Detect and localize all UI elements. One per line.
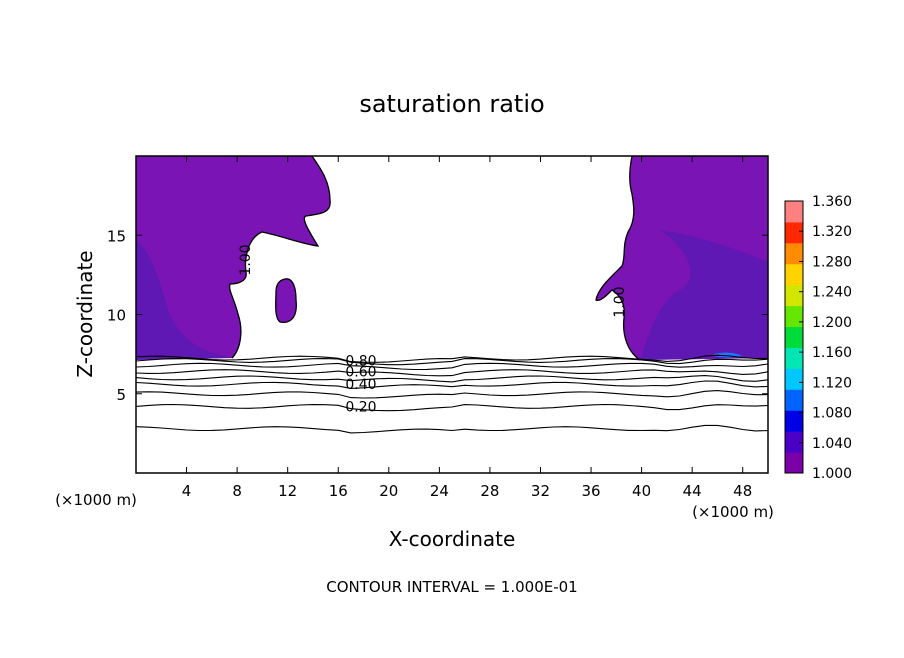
contour-line (136, 403, 768, 412)
y-axis-label: Z-coordinate (73, 250, 97, 377)
contour-line (136, 390, 768, 399)
x-tick-label: 32 (531, 482, 550, 500)
colorbar-segment (785, 305, 803, 328)
chart-title: saturation ratio (359, 90, 544, 118)
colorbar-tick-label: 1.160 (812, 345, 852, 361)
supersat-deep-right (640, 230, 768, 360)
colorbar-tick-label: 1.040 (812, 436, 852, 452)
contour-line (136, 354, 768, 363)
x-tick-label: 28 (480, 482, 499, 500)
contour-label: 0.80 (345, 353, 376, 369)
region-outlines (228, 156, 641, 361)
colorbar-segment (785, 347, 803, 369)
x-tick-label: 16 (329, 482, 348, 500)
colorbar-segment (785, 263, 803, 286)
x-axis-label: X-coordinate (389, 527, 516, 551)
colorbar-frame (784, 200, 804, 474)
x-tick-label: 4 (182, 482, 192, 500)
contour-line (136, 380, 768, 389)
colorbar-segment (785, 410, 803, 432)
x-tick-label: 24 (430, 482, 449, 500)
colorbar-segment (785, 452, 803, 474)
outline-right (595, 156, 641, 361)
outline-left (228, 156, 331, 359)
colorbar: 1.360 1.320 1.280 1.240 1.200 1.160 1.120 1.080… (784, 194, 852, 482)
colorbar-tick-label: 1.280 (812, 254, 852, 270)
supersat-region-left (136, 156, 331, 360)
contour-lines: 0.20 0.400.600.80 (136, 353, 768, 434)
contour-line (136, 375, 768, 383)
colorbar-tick-label: 1.240 (812, 285, 852, 301)
contour-label-1.00-left: 1.00 (238, 244, 254, 275)
colorbar-segment (785, 284, 803, 307)
outline-blob (275, 278, 297, 324)
contour-line (136, 424, 768, 434)
colorbar-segment (785, 431, 803, 453)
y-tick-label: 5 (116, 386, 126, 404)
colorbar-tick-label: 1.080 (812, 406, 852, 422)
x-unit-right: (×1000 m) (692, 503, 774, 521)
x-ticks: 4 8 12 16 20 24 28 32 36 40 44 48 (182, 156, 752, 500)
x-tick-label: 44 (683, 482, 702, 500)
x-tick-label: 8 (232, 482, 242, 500)
contour-line (136, 362, 768, 371)
colorbar-tick-label: 1.120 (812, 375, 852, 391)
y-ticks: 5 10 15 (107, 227, 768, 404)
colorbar-segment (785, 326, 803, 348)
contour-line (136, 369, 768, 377)
colorbar-segment (785, 221, 803, 244)
contour-interval-note: CONTOUR INTERVAL = 1.000E-01 (326, 578, 577, 596)
x-unit-left: (×1000 m) (55, 491, 137, 509)
colorbar-segment (785, 201, 803, 223)
colorbar-segment (785, 368, 803, 390)
colorbar-tick-label: 1.360 (812, 194, 852, 210)
x-tick-label: 40 (632, 482, 651, 500)
x-tick-label: 12 (278, 482, 297, 500)
contour-label: 0.40 (345, 377, 376, 393)
colorbar-tick-label: 1.000 (812, 466, 852, 482)
contour-line (136, 358, 768, 366)
y-tick-label: 15 (107, 227, 126, 245)
colorbar-segment (785, 242, 803, 265)
colorbar-segment (785, 389, 803, 411)
supersat-blob (275, 278, 297, 323)
y-tick-label: 10 (107, 307, 126, 325)
colorbar-tick-label: 1.320 (812, 224, 852, 240)
contour-label-1.00-right: 1.00 (612, 286, 628, 317)
fill-region-group (136, 156, 768, 360)
contour-label: 0.60 (345, 365, 376, 381)
supersat-deep-left (136, 240, 232, 360)
x-tick-label: 36 (581, 482, 600, 500)
contour-label: 0.20 (345, 399, 376, 415)
x-tick-label: 20 (379, 482, 398, 500)
colorbar-tick-label: 1.200 (812, 315, 852, 331)
x-tick-label: 48 (733, 482, 752, 500)
